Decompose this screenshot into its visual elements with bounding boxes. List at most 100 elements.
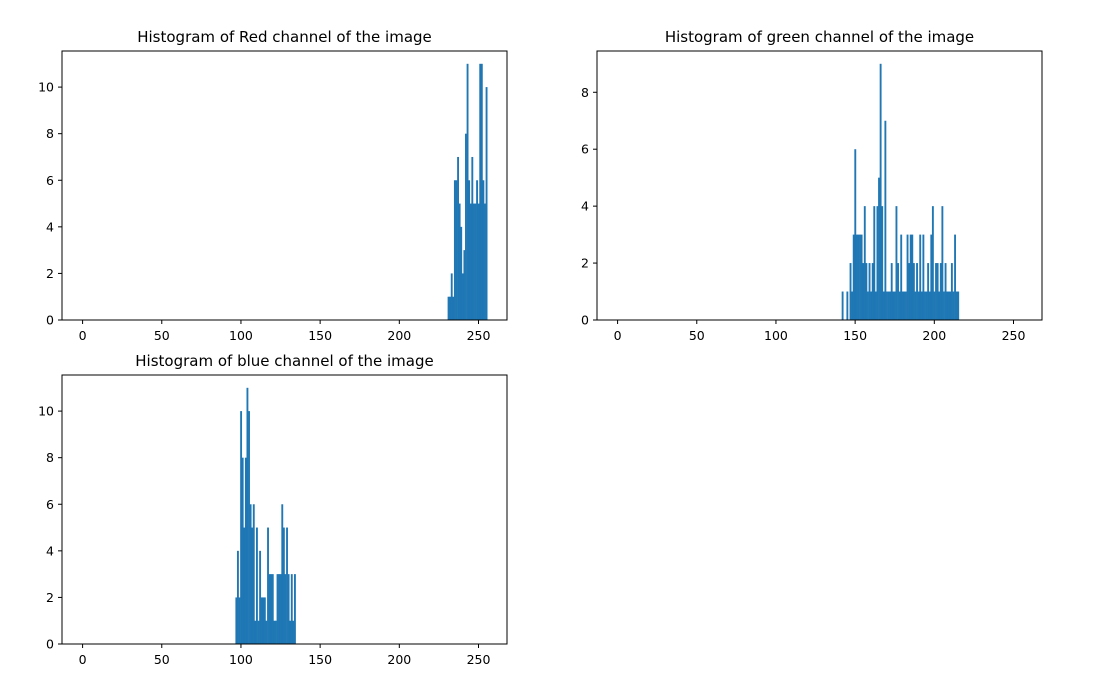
blue-histogram-bar: [292, 620, 295, 644]
green-x-tick-label: 200: [922, 328, 946, 343]
red-histogram-bar: [453, 180, 456, 320]
blue-histogram-panel: Histogram of blue channel of the image 0…: [38, 352, 508, 667]
blue-histogram-bar: [270, 574, 273, 644]
blue-y-tick-label: 0: [46, 637, 54, 652]
green-histogram-bar: [927, 263, 930, 320]
green-histogram-bar: [854, 149, 857, 320]
green-x-tick-label: 250: [1002, 328, 1026, 343]
green-axes-frame: [596, 50, 1043, 321]
green-histogram-bar: [892, 291, 895, 320]
green-histogram-bar: [947, 291, 950, 320]
green-histogram-bar: [860, 234, 863, 320]
blue-histogram-bar: [268, 574, 271, 644]
red-y-tick-label: 2: [46, 266, 54, 281]
blue-x-tick-label: 250: [467, 652, 491, 667]
red-y-tick-label: 6: [46, 173, 54, 188]
red-x-tick-label: 150: [308, 328, 332, 343]
blue-y-tick-label: 4: [46, 543, 54, 558]
red-x-tick-label: 200: [387, 328, 411, 343]
blue-histogram-bar: [275, 620, 277, 644]
green-histogram-bar: [911, 234, 914, 320]
red-histogram-bar: [455, 180, 458, 320]
blue-y-tick-label: 10: [38, 404, 54, 419]
blue-histogram-bars: [235, 387, 296, 644]
red-histogram-bar: [447, 296, 450, 320]
blue-histogram-bar: [278, 574, 281, 644]
red-histogram-bar: [460, 226, 463, 320]
blue-histogram-bar: [249, 504, 252, 644]
green-histogram-bar: [849, 263, 852, 320]
blue-histogram-bar: [279, 574, 282, 644]
green-histogram-bar: [946, 291, 949, 320]
green-histogram-bar: [944, 263, 947, 320]
green-histogram-bar: [871, 263, 874, 320]
blue-x-tick-label: 0: [79, 652, 87, 667]
green-histogram-bars: [841, 63, 960, 321]
blue-histogram-bar: [262, 597, 265, 644]
blue-histogram-bar: [235, 597, 238, 644]
green-histogram-bar: [859, 234, 861, 320]
green-y-tick-label: 2: [581, 256, 589, 271]
green-histogram-bar: [870, 291, 873, 320]
blue-histogram-bar: [289, 620, 292, 644]
green-histogram-panel: Histogram of green channel of the image …: [581, 28, 1043, 343]
red-axes-frame: [61, 50, 508, 321]
green-histogram-bar: [895, 206, 898, 320]
green-histogram-bar: [954, 234, 956, 320]
blue-histogram-bar: [294, 574, 296, 644]
green-histogram-bar: [893, 291, 896, 320]
green-histogram-bar: [881, 206, 884, 320]
green-histogram-bar: [930, 234, 933, 320]
red-histogram-bar: [469, 203, 472, 320]
green-histogram-bar: [933, 291, 936, 320]
green-histogram-bar: [941, 206, 944, 320]
green-histogram-bar: [897, 263, 899, 320]
red-histogram-bar: [465, 133, 467, 320]
green-x-tick-label: 50: [689, 328, 705, 343]
red-y-tick-label: 8: [46, 126, 54, 141]
blue-histogram-bar: [267, 527, 269, 644]
green-histogram-bar: [906, 234, 909, 320]
blue-histogram-title: Histogram of blue channel of the image: [135, 352, 433, 370]
red-histogram-bar: [457, 156, 459, 320]
green-histogram-bar: [909, 234, 912, 320]
green-histogram-bar: [950, 263, 953, 320]
red-histogram-bar: [468, 180, 471, 320]
green-histogram-bar: [868, 263, 871, 320]
green-histogram-bar: [862, 263, 865, 320]
blue-histogram-bar: [236, 550, 239, 644]
red-y-tick-label: 10: [38, 80, 54, 95]
green-histogram-bar: [852, 234, 855, 320]
blue-histogram-bar: [259, 550, 262, 644]
green-histogram-bar: [949, 291, 952, 320]
blue-histogram-bar: [286, 527, 288, 644]
red-histogram-bar: [466, 63, 469, 321]
blue-histogram-bar: [252, 504, 255, 644]
green-x-tick-label: 0: [614, 328, 622, 343]
blue-y-tick-label: 8: [46, 450, 54, 465]
blue-histogram-bar: [238, 597, 241, 644]
green-histogram-bar: [912, 263, 915, 320]
blue-histogram-bar: [248, 411, 250, 644]
blue-x-tick-label: 150: [308, 652, 332, 667]
green-y-tick-label: 0: [581, 313, 589, 328]
green-histogram-bar: [920, 291, 923, 320]
green-histogram-bar: [855, 234, 858, 320]
blue-histogram-bar: [273, 620, 276, 644]
red-histogram-bar: [463, 250, 466, 320]
red-histogram-panel: Histogram of Red channel of the image 0 5…: [38, 28, 508, 343]
red-histogram-bar: [482, 180, 485, 320]
blue-histogram-bar: [257, 620, 260, 644]
green-x-tick-label: 100: [764, 328, 788, 343]
blue-histogram-bar: [241, 457, 244, 644]
green-histogram-bar: [924, 291, 926, 320]
green-histogram-bar: [886, 291, 888, 320]
blue-y-tick-label: 6: [46, 497, 54, 512]
red-histogram-bar: [480, 63, 483, 321]
green-histogram-bar: [928, 291, 931, 320]
blue-y-tick-label: 2: [46, 590, 54, 605]
green-histogram-bar: [851, 291, 854, 320]
green-histogram-bar: [917, 291, 920, 320]
blue-histogram-bar: [284, 574, 287, 644]
